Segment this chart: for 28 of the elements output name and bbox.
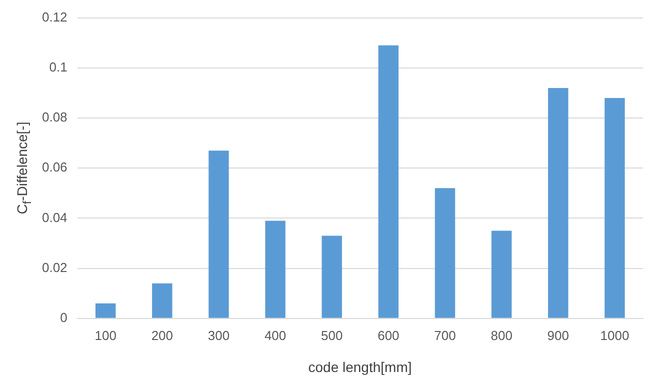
y-tick-label: 0.06 <box>42 160 68 175</box>
bar <box>152 283 172 318</box>
x-tick-label: 800 <box>490 328 512 343</box>
bar <box>378 45 399 318</box>
x-tick-label: 200 <box>151 328 174 343</box>
y-tick-label: 0 <box>60 310 68 325</box>
x-tick-label: 700 <box>434 328 456 343</box>
y-tick-label: 0.04 <box>42 210 68 225</box>
x-tick-label: 1000 <box>600 328 630 343</box>
x-tick-label: 400 <box>264 328 286 343</box>
bar <box>208 150 229 318</box>
x-tick-label: 100 <box>94 328 116 343</box>
y-tick-label: 0.12 <box>42 9 68 24</box>
x-tick-label: 300 <box>208 328 230 343</box>
bar <box>548 88 568 318</box>
bar <box>95 303 116 318</box>
bar <box>322 236 342 318</box>
bar <box>434 188 456 318</box>
x-tick-label: 500 <box>321 328 343 343</box>
y-tick-label: 0.1 <box>49 59 68 74</box>
bar <box>604 98 625 318</box>
x-axis-title: code length[mm] <box>308 359 412 375</box>
x-tick-label: 900 <box>547 328 569 343</box>
x-tick-label: 600 <box>378 328 400 343</box>
bar <box>491 230 512 318</box>
bar <box>265 220 286 318</box>
y-tick-label: 0.02 <box>42 260 68 275</box>
y-tick-label: 0.08 <box>42 110 68 125</box>
